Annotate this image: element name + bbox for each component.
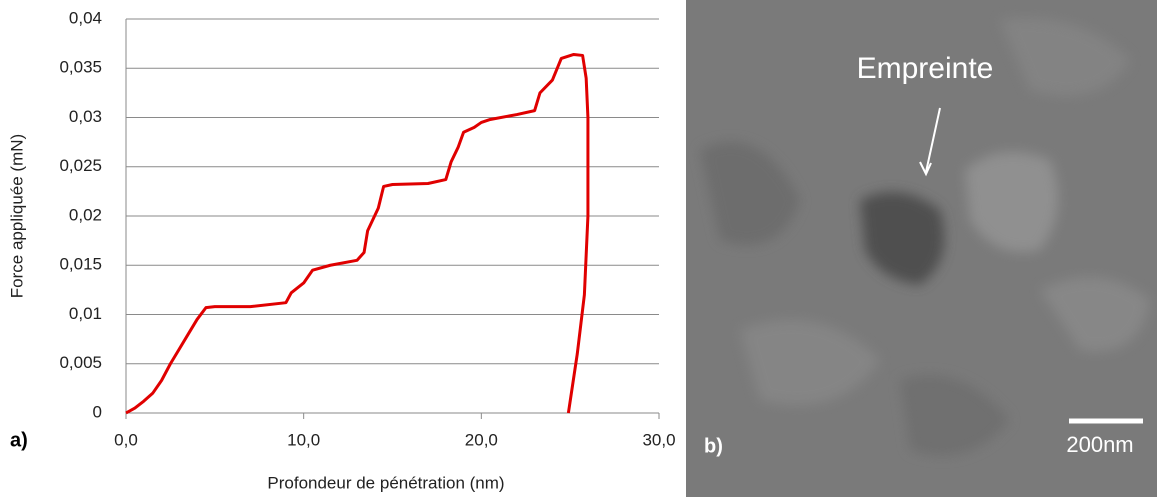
x-tick-label: 30,0 xyxy=(642,430,675,449)
y-tick-label: 0,015 xyxy=(59,255,102,274)
y-axis-title: Force appliquée (mN) xyxy=(7,134,26,298)
x-tick-label: 0,0 xyxy=(114,430,138,449)
sem-image: Empreinte 200nm b) xyxy=(686,0,1157,497)
y-tick-label: 0,01 xyxy=(69,304,102,323)
x-axis-title: Profondeur de pénétration (nm) xyxy=(267,473,504,492)
y-tick-label: 0,025 xyxy=(59,156,102,175)
annotation-arrow xyxy=(925,107,941,173)
panel-label: a) xyxy=(10,429,28,451)
panel-label: b) xyxy=(704,435,723,457)
y-tick-label: 0,035 xyxy=(59,58,102,77)
data-line xyxy=(125,52,590,415)
image-texture xyxy=(700,18,1150,456)
scale-bar-label: 200nm xyxy=(1066,432,1133,457)
y-tick-label: 0,02 xyxy=(69,205,102,224)
arrow-head xyxy=(919,161,932,177)
image-annotation: Empreinte xyxy=(857,52,994,85)
y-tick-label: 0,04 xyxy=(69,8,102,27)
y-tick-label: 0,005 xyxy=(59,353,102,372)
x-tick-label: 10,0 xyxy=(287,430,320,449)
y-tick-label: 0 xyxy=(93,402,102,421)
y-tick-label: 0,03 xyxy=(69,107,102,126)
x-tick-label: 20,0 xyxy=(465,430,498,449)
